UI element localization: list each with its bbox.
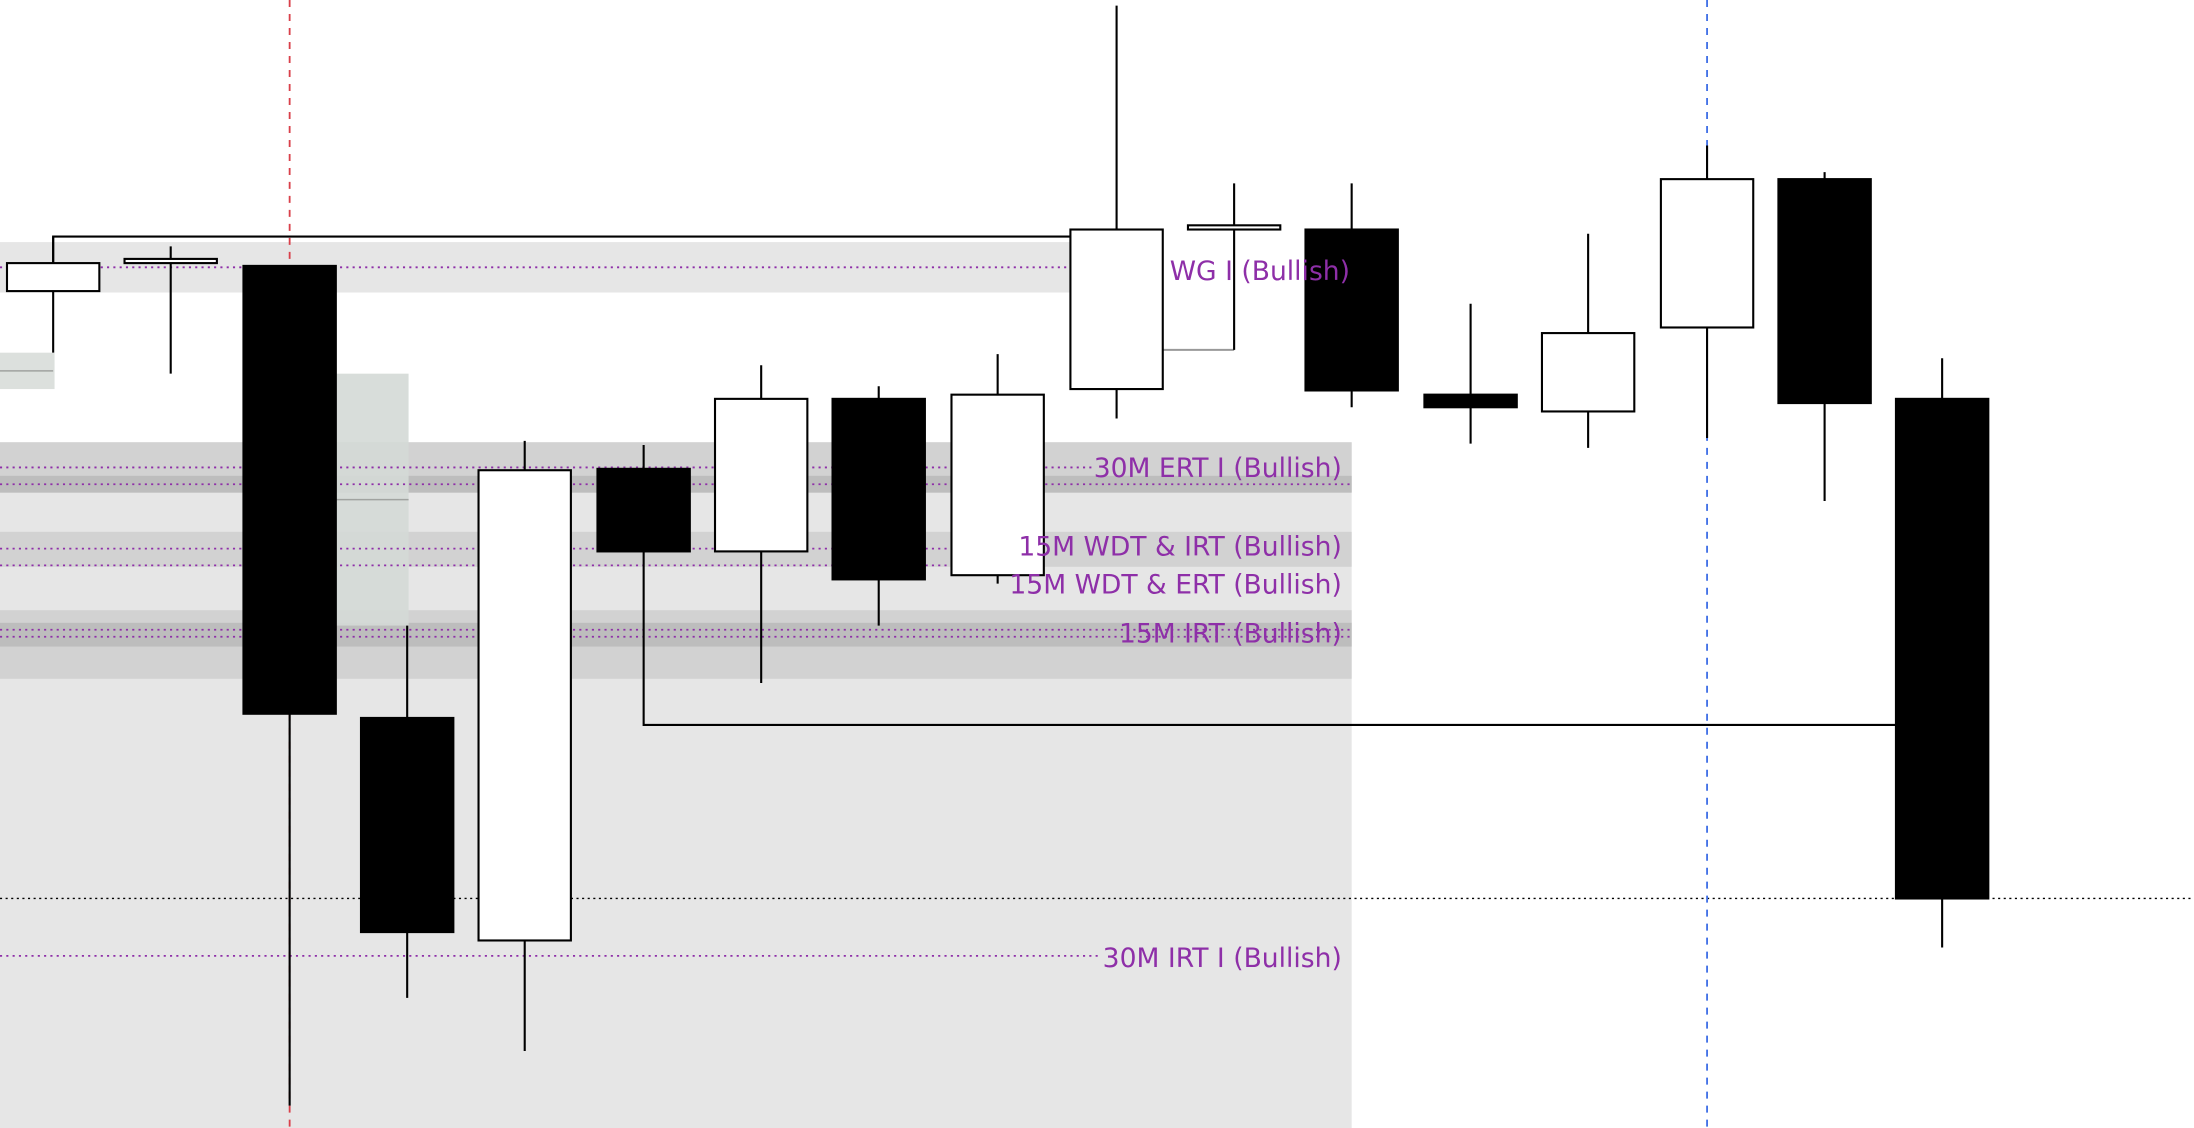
candle-body	[1540, 332, 1636, 413]
zones	[0, 242, 1352, 1128]
zone-label: 15M WDT & IRT (Bullish)	[1018, 532, 1342, 563]
candle-bullish	[1540, 233, 1636, 448]
candle-body	[713, 397, 809, 553]
candle-body	[950, 393, 1045, 577]
zone-label: 30M ERT I (Bullish)	[1094, 453, 1342, 484]
candle-body	[1304, 228, 1399, 392]
candle-body	[1186, 224, 1282, 231]
candle-bearish	[831, 386, 926, 626]
candle-bullish	[1186, 183, 1282, 350]
candle-body	[1069, 228, 1164, 391]
candle-body	[359, 716, 455, 934]
candle-body	[1423, 393, 1518, 409]
candle-bearish	[596, 445, 691, 553]
zone-label: 30M IRT I (Bullish)	[1103, 943, 1342, 974]
candle-bullish	[477, 440, 572, 1052]
candle-body	[1659, 178, 1755, 329]
candle-body	[1894, 397, 1990, 900]
candle-bearish	[1423, 303, 1518, 444]
candle-bearish	[1777, 172, 1872, 502]
candle-bullish	[1069, 5, 1164, 419]
candle-body	[123, 257, 218, 265]
candle-bearish	[1894, 358, 1990, 948]
candle-body	[5, 262, 101, 293]
candle-body	[596, 467, 691, 553]
candle-bullish	[5, 236, 101, 353]
candles	[5, 5, 1990, 1106]
candle-body	[831, 397, 926, 581]
zone-band-irt-dark	[0, 622, 1352, 647]
candle-bullish	[123, 246, 218, 374]
candle-bullish	[950, 354, 1045, 584]
candle-bearish	[242, 264, 337, 1106]
candle-bullish	[713, 365, 809, 683]
zone-label: 15M IRT (Bullish)	[1119, 618, 1342, 649]
zone-label: WG I (Bullish)	[1170, 256, 1350, 287]
zone-label: 15M WDT & ERT (Bullish)	[1009, 569, 1341, 600]
candle-bearish	[359, 625, 455, 998]
candle-body	[477, 469, 572, 942]
connector-line-bottom	[642, 551, 1896, 726]
candle-bullish	[1659, 145, 1755, 439]
candle-body	[242, 264, 337, 715]
candle-bearish	[1304, 183, 1399, 408]
candle-body	[1777, 178, 1872, 405]
